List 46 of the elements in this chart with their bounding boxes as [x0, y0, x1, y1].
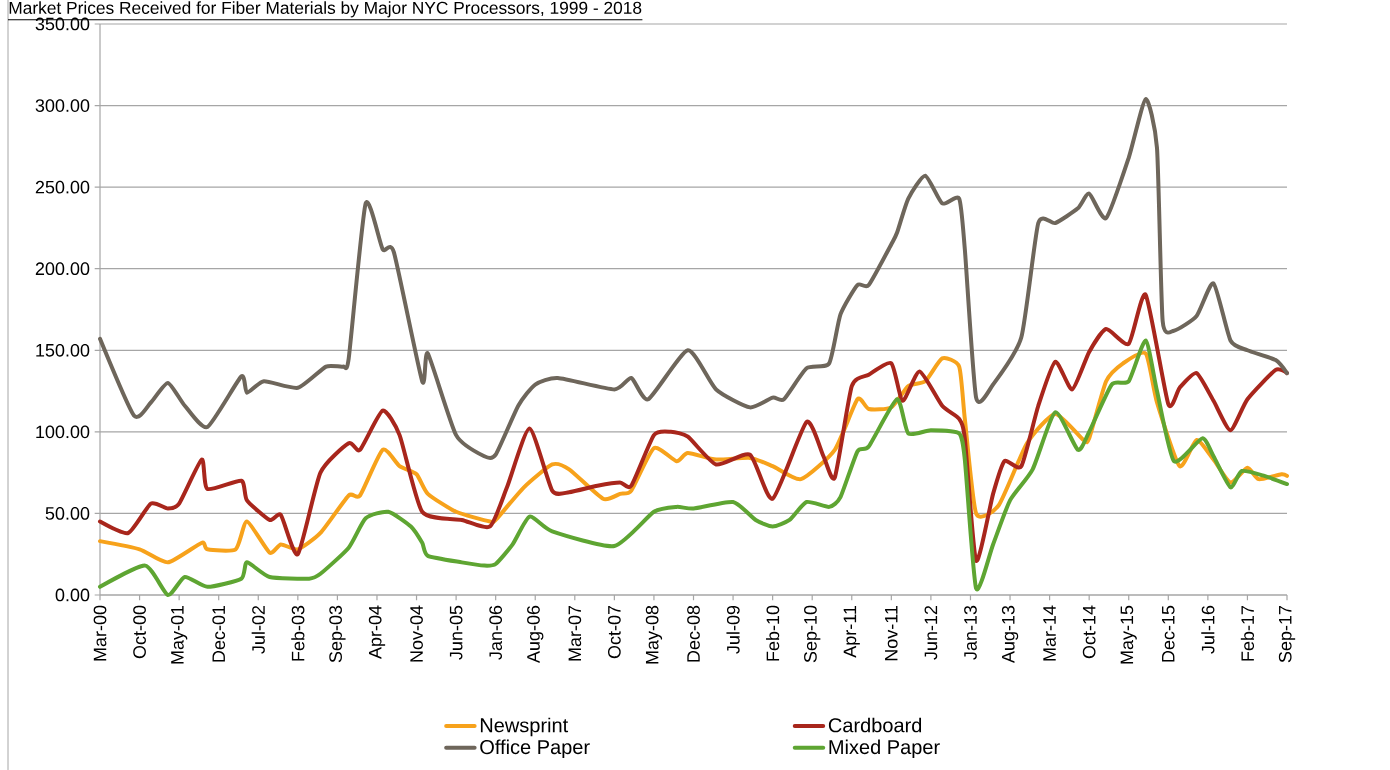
x-tick-label: Sep-17 — [1278, 605, 1296, 663]
x-tick-label: May-08 — [645, 605, 663, 664]
x-tick-label: Aug-06 — [527, 605, 544, 664]
y-tick-label: 150.00 — [36, 343, 90, 357]
y-tick-label: 50.00 — [45, 507, 90, 520]
x-tick-label: Sep-10 — [804, 605, 821, 663]
x-tick-label: May-01 — [170, 605, 188, 664]
x-tick-label: Nov-11 — [885, 605, 898, 661]
y-tick-label: 350.00 — [35, 17, 90, 31]
y-tick-label: 200.00 — [35, 262, 90, 276]
x-tick-label: Dec-08 — [687, 605, 700, 662]
y-tick-label: 250.00 — [35, 180, 90, 194]
x-tick-label: Sep-03 — [329, 605, 346, 663]
x-tick-label: Nov-04 — [410, 605, 423, 662]
x-tick-label: Dec-01 — [212, 605, 226, 662]
x-tick-label: Apr-04 — [368, 605, 386, 660]
x-tick-label: Dec-15 — [1162, 605, 1175, 662]
x-tick-label: Feb-03 — [291, 605, 305, 661]
x-tick-label: Oct-07 — [608, 605, 621, 659]
chart-title: Market Prices Received for Fiber Materials by Major NYC Processors, 1999 - 2018 — [9, 1, 642, 18]
y-tick-label: 0.00 — [55, 588, 90, 602]
x-tick-label: Jul-16 — [1201, 605, 1215, 654]
x-tick-label: Mar-14 — [1043, 605, 1056, 661]
x-tick-label: Oct-00 — [133, 605, 146, 659]
line-series — [98, 97, 1289, 460]
line-series — [98, 292, 1289, 563]
legend-label: Newsprint — [480, 717, 569, 737]
x-tick-label: Mar-07 — [568, 605, 582, 661]
x-tick-label: Jan-06 — [489, 605, 503, 660]
y-tick-label: 300.00 — [35, 99, 90, 112]
x-tick-label: Aug-13 — [1001, 605, 1019, 664]
x-tick-label: Jan-13 — [964, 605, 977, 660]
x-tick-label: Apr-11 — [843, 605, 860, 658]
legend-label: Office Paper — [480, 739, 590, 759]
legend-label: Cardboard — [828, 717, 922, 733]
x-tick-label: Feb-17 — [1240, 605, 1255, 661]
x-tick-label: Jun-05 — [449, 605, 463, 660]
x-tick-label: Jun-12 — [924, 605, 938, 660]
legend-label: Mixed Paper — [829, 739, 940, 759]
x-tick-label: May-15 — [1120, 605, 1137, 664]
x-tick-label: Mar-00 — [93, 605, 107, 661]
x-tick-label: Oct-14 — [1082, 605, 1096, 659]
x-tick-label: Feb-10 — [766, 605, 780, 661]
x-tick-label: Jul-02 — [251, 605, 265, 654]
y-tick-label: 100.00 — [36, 425, 90, 439]
x-tick-label: Jul-09 — [726, 605, 740, 654]
